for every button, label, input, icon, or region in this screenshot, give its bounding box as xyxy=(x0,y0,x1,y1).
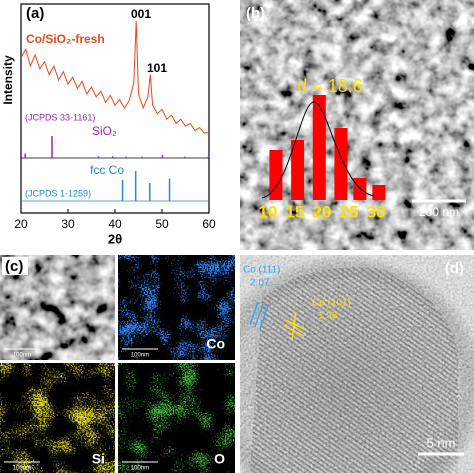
panel-c: (c) Co Si O 100nm 100nm 100nm 100nm xyxy=(0,255,235,473)
spacing-label: 1.93 xyxy=(318,311,338,322)
scale-bar-label: 100nm xyxy=(13,466,31,472)
panel-label: (b) xyxy=(246,5,265,22)
x-tick-label: 50 xyxy=(155,217,169,231)
x-tick-label: 25 xyxy=(340,202,359,221)
x-tick-label: 20 xyxy=(313,202,332,221)
scale-bar-label: 100nm xyxy=(13,353,31,359)
plot-frame xyxy=(20,3,210,214)
shading xyxy=(240,255,474,473)
peak-label: 001 xyxy=(131,7,151,21)
scale-bar-label: 100nm xyxy=(131,353,149,359)
bar xyxy=(334,128,348,200)
fringe-marker xyxy=(249,301,269,330)
x-tick-label: 30 xyxy=(61,217,75,231)
x-tick-label: 60 xyxy=(202,217,216,231)
y-axis-label: Intensity xyxy=(1,55,15,105)
o-map xyxy=(118,363,235,473)
tem-image xyxy=(240,0,474,250)
reference-name: fcc Co xyxy=(90,163,124,177)
peak-label: 101 xyxy=(147,61,167,75)
bar xyxy=(312,95,326,200)
x-tick-label: 10 xyxy=(258,202,277,221)
bar xyxy=(353,178,367,200)
plane-label: Co (101) xyxy=(312,298,351,309)
data-line xyxy=(21,21,209,134)
bar xyxy=(291,140,305,200)
x-tick-label: 20 xyxy=(14,217,28,231)
series-label: Co/SiO₂-fresh xyxy=(26,32,105,46)
label-box xyxy=(23,5,49,22)
element-label: Co xyxy=(206,336,225,352)
element-label: Si xyxy=(92,451,105,467)
x-tick-label: 30 xyxy=(367,202,386,221)
si-map xyxy=(0,363,115,473)
reference-source: (JCPDS 33-1161) xyxy=(25,112,95,122)
x-tick-label: 40 xyxy=(108,217,122,231)
panel-a: (a) Co/SiO₂-fresh 001 101 (JCPDS 33-1161… xyxy=(1,3,210,246)
label-box xyxy=(2,257,28,275)
annotation: d = 18.6 xyxy=(297,76,363,96)
x-tick-label: 15 xyxy=(285,202,304,221)
scale-bar-label: 5 nm xyxy=(427,435,456,450)
fringe-marker xyxy=(283,311,307,341)
spacing-label: 2.07 xyxy=(250,278,270,289)
scale-bar-label: 100nm xyxy=(131,466,149,472)
bar xyxy=(372,185,386,200)
scale-bar-label: 200 nm xyxy=(419,205,459,219)
histogram: 10 15 20 25 30 xyxy=(258,95,386,221)
panel-b: (b) d = 18.6 200 nm xyxy=(240,0,474,250)
panel-label: (c) xyxy=(5,258,23,275)
panel-label: (a) xyxy=(26,5,44,22)
panel-label: (d) xyxy=(445,260,464,277)
x-axis-label: 2θ xyxy=(108,231,122,246)
fit-curve xyxy=(261,101,375,199)
plane-label: Co (111) xyxy=(243,265,280,276)
element-label: O xyxy=(214,451,225,467)
bar xyxy=(269,150,283,200)
co-map xyxy=(118,255,235,360)
reference-source: (JCPDS 1-1259) xyxy=(25,188,91,198)
panel-d: (d) Co (111) 2.07 Co (101) 1.93 5 nm xyxy=(240,255,474,473)
reference-name: SiO₂ xyxy=(92,124,117,138)
